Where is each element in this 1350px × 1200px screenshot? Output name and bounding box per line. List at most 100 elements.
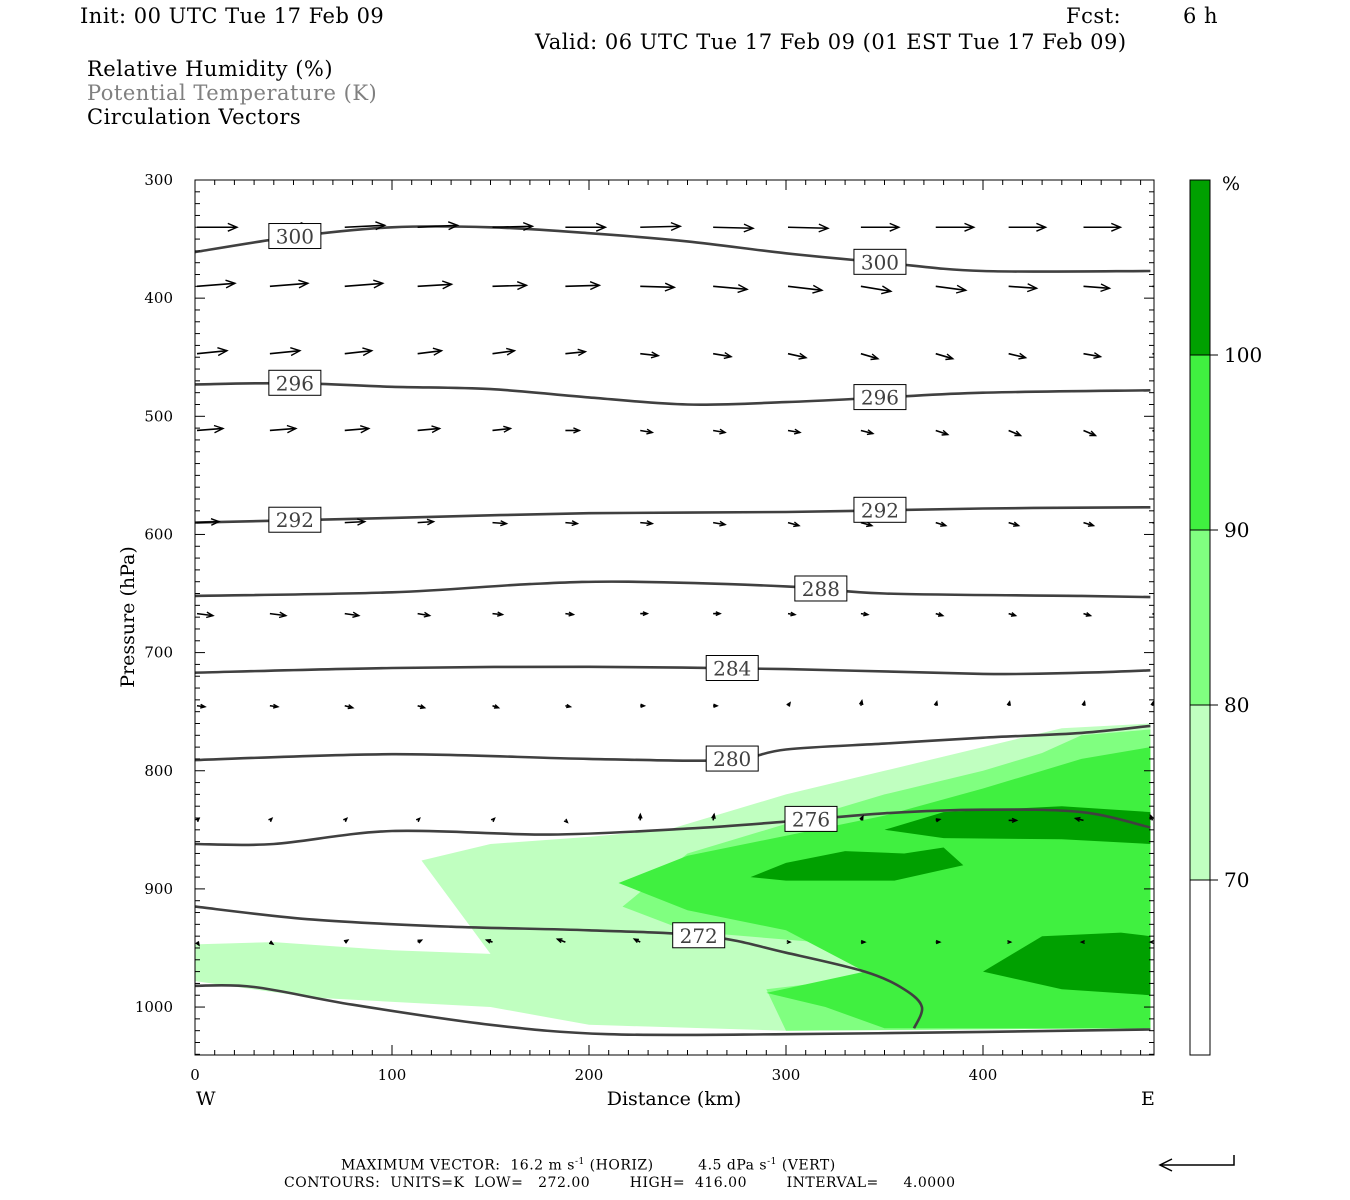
- colorbar-segment: [1189, 704, 1211, 881]
- y-tick-label: 1000: [135, 998, 173, 1016]
- field-relative-humidity: Relative Humidity (%): [87, 57, 334, 81]
- circulation-vector: [787, 284, 824, 294]
- x-tick-label: 400: [969, 1066, 998, 1084]
- colorbar-unit: %: [1222, 173, 1240, 195]
- circulation-vector: [196, 611, 215, 619]
- circulation-vector: [269, 424, 298, 434]
- rh-region-100: [750, 847, 964, 881]
- circulation-vector: [490, 817, 496, 823]
- circulation-vector: [1006, 700, 1011, 706]
- rh-region-100: [983, 932, 1151, 996]
- y-tick-label: 300: [144, 171, 173, 189]
- max-horiz-note: (HORIZ): [589, 1157, 654, 1174]
- circulation-vector: [935, 429, 950, 436]
- colorbar-label: 90: [1224, 518, 1249, 542]
- circulation-vector: [1081, 700, 1086, 706]
- circulation-vector: [860, 285, 893, 295]
- circulation-vector: [344, 279, 385, 289]
- circulation-vector: [640, 611, 650, 617]
- y-axis-label: Pressure (hPa): [117, 546, 139, 688]
- colorbar-label: 70: [1224, 868, 1249, 892]
- colorbar-segment: [1189, 179, 1211, 356]
- circulation-vector: [935, 284, 968, 294]
- contour-label-280: 280: [705, 745, 759, 772]
- circulation-vector: [787, 352, 808, 360]
- svg-text:300: 300: [861, 250, 899, 274]
- field-potential-temperature: Potential Temperature (K): [87, 81, 378, 105]
- circulation-vector: [565, 427, 582, 434]
- svg-text:292: 292: [861, 498, 899, 522]
- colorbar-label: 80: [1224, 693, 1249, 717]
- circulation-vector: [269, 279, 310, 289]
- circulation-vector: [1008, 817, 1019, 823]
- svg-text:276: 276: [792, 807, 830, 831]
- circulation-vector: [858, 699, 864, 706]
- circulation-vector: [1008, 222, 1048, 232]
- circulation-vector: [555, 938, 566, 944]
- circulation-vector: [269, 347, 302, 357]
- circulation-vector: [344, 221, 387, 231]
- contour-label-296: 296: [853, 384, 907, 411]
- reference-vector: [1158, 1155, 1235, 1172]
- contour-label-284: 284: [705, 655, 759, 682]
- colorbar-segment: [1189, 879, 1211, 1056]
- circulation-vector: [417, 611, 432, 618]
- circulation-vector: [343, 817, 349, 823]
- circulation-vector: [860, 611, 870, 617]
- y-tick-label: 500: [144, 407, 173, 425]
- circulation-vector: [417, 518, 436, 526]
- circulation-vector: [565, 281, 602, 291]
- circulation-vector: [860, 222, 901, 232]
- circulation-vector: [197, 222, 239, 232]
- circulation-vector: [1083, 283, 1112, 293]
- rh-region-100: [884, 806, 1151, 844]
- circulation-vector: [344, 704, 355, 710]
- circulation-vector: [195, 941, 200, 947]
- circulation-vector: [565, 348, 588, 357]
- forecast-label: Fcst:: [1066, 4, 1122, 28]
- max-horiz-value: 16.2 m s: [510, 1157, 575, 1174]
- circulation-vector: [713, 428, 727, 435]
- circulation-vector: [196, 703, 207, 709]
- svg-text:296: 296: [861, 386, 899, 410]
- circulation-vector: [640, 221, 683, 232]
- theta-contour-284: [195, 665, 1151, 676]
- y-tick-label: 700: [144, 644, 173, 662]
- theta-contour-292: [195, 506, 1151, 524]
- circulation-vector: [713, 520, 727, 527]
- contour-label-292: 292: [268, 506, 322, 533]
- circulation-vector: [269, 611, 288, 619]
- circulation-vector: [711, 812, 716, 821]
- theta-contour-296: [195, 381, 1151, 406]
- circulation-vector: [344, 425, 371, 434]
- x-axis-label: Distance (km): [607, 1088, 742, 1110]
- svg-text:284: 284: [713, 657, 751, 681]
- circulation-vector: [484, 939, 493, 944]
- theta-contour-276: [195, 808, 1151, 847]
- x-end-label-west: W: [196, 1088, 216, 1110]
- contour-label-300: 300: [853, 248, 907, 275]
- theta-contour-300: [195, 225, 1151, 273]
- x-tick-label: 200: [575, 1066, 604, 1084]
- circulation-vector: [933, 700, 939, 706]
- circulation-vector: [1152, 226, 1154, 229]
- circulation-vector: [1152, 352, 1154, 355]
- circulation-vector: [196, 347, 229, 357]
- circulation-vector: [632, 938, 641, 944]
- y-tick-label: 600: [144, 525, 173, 543]
- max-vert-exp: -1: [767, 1157, 777, 1167]
- circulation-vector: [935, 352, 955, 361]
- circulation-vector: [492, 704, 501, 709]
- circulation-vector: [935, 939, 942, 945]
- y-tick-label: 400: [144, 289, 173, 307]
- theta-contour-288: [195, 580, 1151, 599]
- circulation-vector: [713, 283, 749, 294]
- circulation-vector: [713, 352, 733, 360]
- circulation-vector: [1079, 940, 1085, 945]
- circulation-vector: [343, 939, 350, 944]
- theta-contour-268: [195, 983, 1151, 1037]
- circulation-vector: [1008, 612, 1018, 617]
- svg-text:272: 272: [680, 924, 718, 948]
- circulation-vector: [935, 818, 942, 823]
